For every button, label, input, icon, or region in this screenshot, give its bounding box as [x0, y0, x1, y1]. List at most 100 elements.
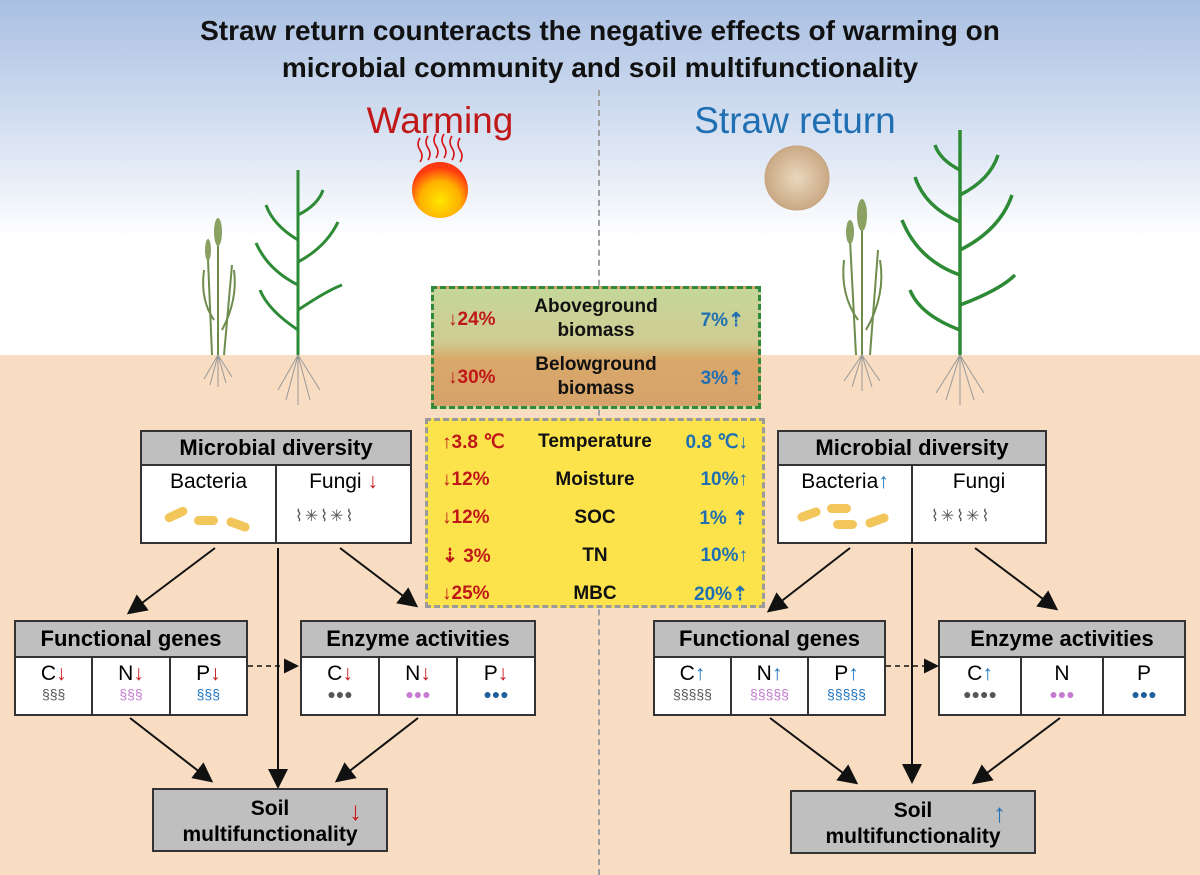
sun-icon: [412, 133, 468, 218]
aboveground-warming-value: ↓24%: [448, 309, 496, 330]
left-diversity-body: Bacteria Fungi ↓ ⌇✳⌇✳⌇: [140, 466, 412, 544]
gene-p-icon: §§§§§: [827, 686, 866, 702]
increase-arrow-icon: ↑: [878, 470, 889, 493]
temperature-straw-value: 0.8 ℃↓: [685, 432, 749, 453]
right-microbial-diversity-box: Microbial diversity Bacteria↑ Fungi ⌇✳⌇✳…: [777, 430, 1047, 544]
moisture-straw-value: 10%↑: [700, 469, 749, 490]
decrease-arrow-icon: ↓: [448, 367, 458, 388]
belowground-warming-value: ↓30%: [448, 367, 496, 388]
increase-dotted-arrow-icon: ⇡: [728, 310, 744, 331]
fungi-label: Fungi: [952, 470, 1006, 493]
left-functional-title: Functional genes: [14, 620, 248, 658]
bacteria-icon: [163, 504, 254, 534]
left-bacteria-cell: Bacteria: [142, 466, 275, 542]
decrease-arrow-icon: ↓: [342, 662, 353, 685]
gene-c-icon: §§§§§: [673, 686, 712, 702]
decrease-arrow-icon: ↓: [133, 662, 144, 685]
straw-disc-icon: [764, 145, 830, 211]
bacteria-label: Bacteria: [801, 470, 879, 493]
increase-arrow-icon: ↑: [771, 662, 783, 685]
increase-arrow-icon: ↑: [982, 662, 993, 685]
decrease-arrow-icon: ↓: [448, 309, 458, 330]
decrease-arrow-icon: ↓: [349, 796, 362, 826]
belowground-straw-value: 3%⇡: [700, 368, 744, 389]
moisture-warming-value: ↓12%: [442, 469, 490, 490]
right-diversity-body: Bacteria↑ Fungi ⌇✳⌇✳⌇: [777, 466, 1047, 544]
increase-arrow-icon: ↑: [738, 545, 749, 566]
right-enzyme-activities-box: Enzyme activities C↑ ●●●● N ●●● P ●●●: [938, 620, 1186, 716]
maize-plant-left-icon: [254, 170, 343, 405]
right-enzyme-p-cell: P ●●●: [1102, 658, 1184, 714]
right-enzyme-title: Enzyme activities: [938, 620, 1186, 658]
increase-dotted-arrow-icon: ⇡: [728, 368, 744, 389]
soc-label: SOC: [574, 507, 616, 528]
moisture-label: Moisture: [555, 469, 635, 490]
multifunctionality-label: multifunctionality: [182, 823, 358, 846]
tn-warming-value: ⇣ 3%: [442, 546, 491, 567]
enzyme-p-icon: ●●●: [483, 686, 509, 702]
soc-straw-value: 1% ⇡: [699, 508, 748, 529]
bacteria-icon: [796, 500, 897, 536]
right-bacteria-cell: Bacteria↑: [779, 466, 911, 542]
bacteria-label: Bacteria: [169, 470, 248, 493]
left-gene-n-cell: N↓ §§§: [91, 658, 168, 714]
increase-dotted-arrow-icon: ⇡: [732, 508, 748, 529]
soc-warming-value: ↓12%: [442, 507, 490, 528]
enzyme-n-icon: ●●●: [405, 686, 431, 702]
decrease-arrow-icon: ↓: [56, 662, 67, 685]
right-functional-title: Functional genes: [653, 620, 886, 658]
gene-n-icon: §§§: [119, 686, 143, 702]
increase-arrow-icon: ↑: [848, 662, 859, 685]
left-gene-p-cell: P↓ §§§: [168, 658, 246, 714]
increase-dotted-arrow-icon: ⇡: [732, 584, 748, 605]
decrease-dotted-arrow-icon: ⇣: [442, 546, 458, 567]
gene-n-icon: §§§§§: [750, 686, 789, 702]
aboveground-straw-value: 7%⇡: [700, 310, 744, 331]
left-microbial-diversity-box: Microbial diversity Bacteria Fungi ↓ ⌇✳⌇…: [140, 430, 412, 544]
multifunctionality-label: multifunctionality: [825, 825, 1001, 848]
soil-properties-panel: ↑3.8 ℃ Temperature 0.8 ℃↓ ↓12% Moisture …: [425, 418, 765, 608]
right-diversity-title: Microbial diversity: [777, 430, 1047, 466]
left-functional-body: C↓ §§§ N↓ §§§ P↓ §§§: [14, 658, 248, 716]
decrease-arrow-icon: ↓: [442, 469, 452, 490]
decrease-arrow-icon: ↓: [420, 662, 431, 685]
decrease-arrow-icon: ↓: [442, 583, 452, 604]
soil-label: Soil: [250, 797, 290, 820]
left-enzyme-activities-box: Enzyme activities C↓ ●●● N↓ ●●● P↓ ●●●: [300, 620, 536, 716]
fungi-icon: ⌇✳⌇✳⌇: [931, 508, 992, 525]
title-line-2: microbial community and soil multifuncti…: [281, 52, 919, 83]
figure-title: Straw return counteracts the negative ef…: [40, 12, 1160, 86]
straw-return-heading: Straw return: [694, 100, 896, 141]
biomass-panel: ↓24% Aboveground biomass 7%⇡ ↓30% Belowgr…: [431, 286, 761, 409]
right-enzyme-c-cell: C↑ ●●●●: [940, 658, 1020, 714]
mbc-warming-value: ↓25%: [442, 583, 490, 604]
decrease-arrow-icon: ↓: [210, 662, 221, 685]
right-gene-n-cell: N↑ §§§§§: [730, 658, 807, 714]
increase-arrow-icon: ↑: [738, 469, 749, 490]
wheat-plant-right-icon: [842, 199, 883, 391]
left-functional-genes-box: Functional genes C↓ §§§ N↓ §§§ P↓ §§§: [14, 620, 248, 716]
temperature-label: Temperature: [538, 431, 652, 452]
decrease-arrow-icon: ↓: [738, 432, 749, 453]
gene-c-icon: §§§: [41, 686, 66, 702]
aboveground-row: ↓24% Aboveground biomass 7%⇡: [434, 295, 758, 345]
left-soil-multifunctionality-box: Soil multifunctionality ↓: [152, 788, 388, 852]
left-enzyme-body: C↓ ●●● N↓ ●●● P↓ ●●●: [300, 658, 536, 716]
decrease-arrow-icon: ↓: [367, 470, 378, 493]
temperature-warming-value: ↑3.8 ℃: [442, 432, 505, 453]
wheat-plant-left-icon: [202, 218, 236, 387]
decrease-arrow-icon: ↓: [442, 507, 452, 528]
increase-arrow-icon: ↑: [694, 662, 706, 685]
soil-label: Soil: [893, 799, 933, 822]
right-gene-c-cell: C↑ §§§§§: [655, 658, 730, 714]
right-enzyme-n-cell: N ●●●: [1020, 658, 1102, 714]
decrease-arrow-icon: ↓: [497, 662, 509, 685]
warming-heading: Warming: [366, 100, 514, 141]
mbc-label: MBC: [573, 583, 617, 604]
aboveground-label: Aboveground biomass: [534, 296, 658, 341]
left-enzyme-p-cell: P↓ ●●●: [456, 658, 534, 714]
increase-arrow-icon: ↑: [442, 432, 452, 453]
left-enzyme-n-cell: N↓ ●●●: [378, 658, 456, 714]
fungi-icon: ⌇✳⌇✳⌇: [295, 508, 356, 525]
